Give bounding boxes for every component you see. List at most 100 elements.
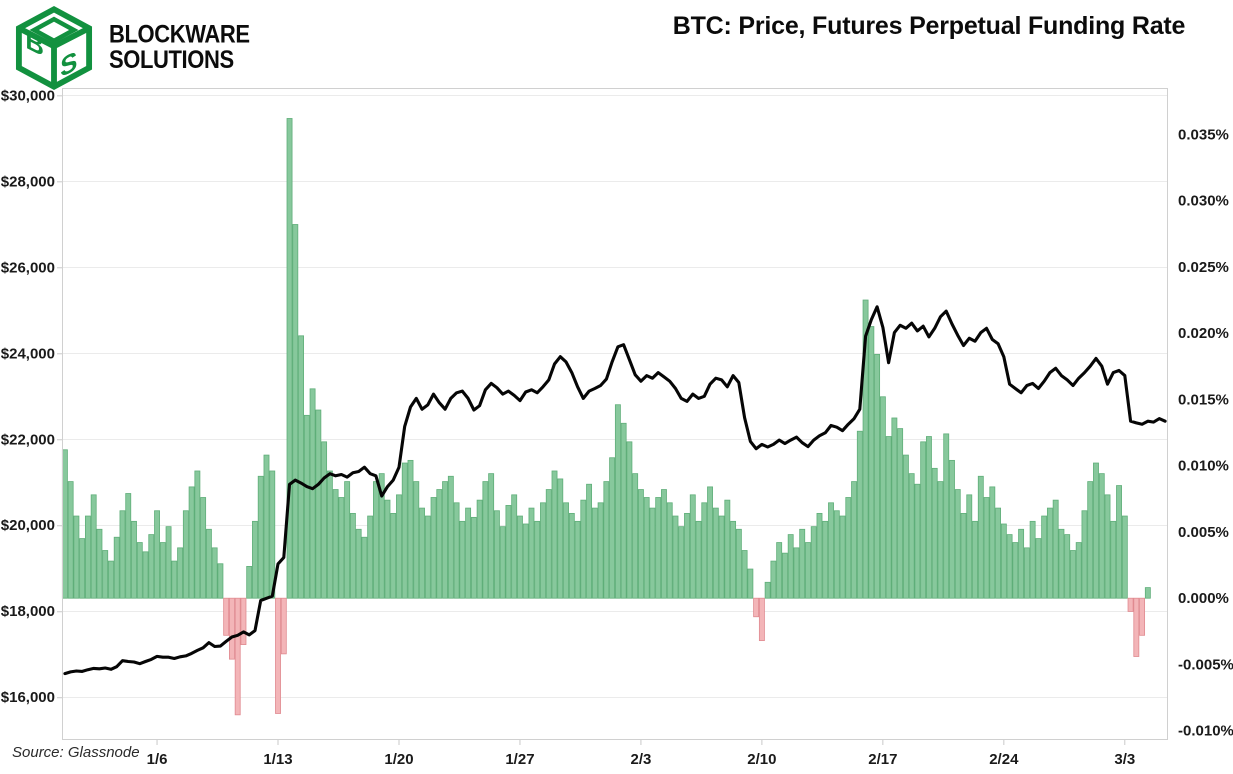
funding-bar-positive <box>949 459 955 599</box>
funding-bar-positive <box>522 523 529 599</box>
funding-bar-positive <box>689 494 696 599</box>
funding-bar-positive <box>735 528 742 599</box>
funding-bar-negative <box>275 597 281 714</box>
funding-bar-positive <box>419 507 425 599</box>
left-axis-label: $26,000 <box>1 259 55 276</box>
funding-bar-positive <box>338 497 345 599</box>
funding-bar-positive <box>954 489 961 599</box>
funding-bar-positive <box>1081 510 1088 599</box>
svg-text:B: B <box>25 23 44 62</box>
funding-bar-positive <box>424 515 431 599</box>
funding-bar-positive <box>1035 538 1042 599</box>
funding-bar-negative <box>280 597 287 655</box>
funding-bar-positive <box>540 502 546 599</box>
funding-bar-positive <box>897 428 904 599</box>
funding-bar-positive <box>459 520 466 599</box>
funding-bar-positive <box>649 507 656 599</box>
funding-bar-positive <box>453 502 460 599</box>
x-axis-label: 2/10 <box>747 751 776 768</box>
funding-bar-positive <box>816 512 823 599</box>
x-axis-label: 2/17 <box>868 751 897 768</box>
logo-line1: BLOCKWARE <box>109 20 250 49</box>
left-axis-label: $16,000 <box>1 689 55 706</box>
funding-bar-positive <box>914 483 921 599</box>
funding-bar-positive <box>712 507 719 599</box>
right-axis-label: 0.005% <box>1178 524 1229 541</box>
funding-bar-positive <box>1104 494 1111 599</box>
funding-bar-positive <box>125 493 132 599</box>
funding-bar-positive <box>902 454 909 599</box>
funding-bar-positive <box>718 515 725 599</box>
funding-bar-positive <box>113 536 120 599</box>
logo-line2: SOLUTIONS <box>109 45 234 74</box>
funding-bar-positive <box>511 494 518 599</box>
funding-bar-positive <box>1075 542 1082 599</box>
funding-bar-positive <box>643 497 650 599</box>
funding-bar-negative <box>1133 597 1140 657</box>
funding-bar-positive <box>252 520 258 599</box>
funding-bar-positive <box>1046 507 1053 599</box>
left-axis-label: $18,000 <box>1 603 55 620</box>
funding-bar-negative <box>1127 597 1134 612</box>
right-axis-label: 0.010% <box>1178 458 1229 475</box>
funding-bar-positive <box>349 512 356 599</box>
funding-bar-positive <box>430 497 437 599</box>
funding-bar-negative <box>223 597 230 636</box>
funding-bar-positive <box>436 489 443 599</box>
funding-bar-positive <box>217 563 224 599</box>
funding-bar-positive <box>309 388 316 599</box>
funding-bar-positive <box>476 499 483 599</box>
funding-bar-positive <box>637 489 644 599</box>
funding-bar-positive <box>879 396 886 599</box>
right-axis-label: 0.035% <box>1178 126 1229 143</box>
funding-bar-positive <box>1087 481 1094 599</box>
funding-bar-positive <box>396 494 402 599</box>
funding-bar-positive <box>470 516 477 599</box>
funding-bar-positive <box>367 515 374 599</box>
funding-bar-positive <box>1098 473 1105 599</box>
funding-bar-positive <box>493 510 500 599</box>
funding-bar-positive <box>972 520 978 599</box>
funding-bar-positive <box>695 520 702 599</box>
funding-bar-positive <box>614 404 621 599</box>
funding-bar-positive <box>810 526 817 599</box>
right-axis-label: 0.000% <box>1178 590 1229 607</box>
funding-bar-positive <box>591 507 598 599</box>
funding-bar-positive <box>908 473 915 599</box>
funding-bar-positive <box>770 560 777 599</box>
funding-bar-positive <box>943 433 950 599</box>
funding-bar-positive <box>165 526 172 599</box>
source-note: Source: Glassnode <box>12 744 140 761</box>
funding-bar-positive <box>684 512 690 599</box>
funding-bar-positive <box>574 520 581 599</box>
funding-bar-positive <box>298 335 304 599</box>
funding-bar-positive <box>205 528 212 599</box>
funding-bar-positive <box>211 547 218 599</box>
funding-bar-positive <box>528 507 535 599</box>
funding-bar-positive <box>926 436 932 599</box>
funding-bar-positive <box>1070 550 1076 599</box>
funding-bar-positive <box>73 515 80 599</box>
funding-bar-positive <box>805 542 811 599</box>
right-axis-label: -0.010% <box>1178 723 1233 740</box>
funding-bar-positive <box>874 353 881 599</box>
funding-bar-positive <box>1052 499 1059 599</box>
funding-bar-negative <box>753 597 760 618</box>
blockware-logo: B S BLOCKWARE SOLUTIONS <box>8 3 250 93</box>
funding-bar-positive <box>828 502 834 599</box>
funding-bar-positive <box>931 467 938 599</box>
funding-bar-positive <box>142 551 149 599</box>
funding-bar-positive <box>701 502 708 599</box>
funding-bar-positive <box>401 462 408 599</box>
left-axis-label: $20,000 <box>1 517 55 534</box>
funding-bar-positive <box>384 499 391 599</box>
x-axis-labels: 1/6 1/13 1/20 1/27 2/3 2/10 2/17 2/24 3/3 <box>147 740 1135 768</box>
funding-bar-positive <box>355 528 362 599</box>
x-axis-label: 2/3 <box>630 751 651 768</box>
funding-bar-positive <box>1116 485 1122 599</box>
funding-bar-positive <box>131 520 137 599</box>
funding-bar-positive <box>378 473 385 599</box>
svg-text:S: S <box>60 45 77 84</box>
funding-bar-positive <box>447 475 454 599</box>
